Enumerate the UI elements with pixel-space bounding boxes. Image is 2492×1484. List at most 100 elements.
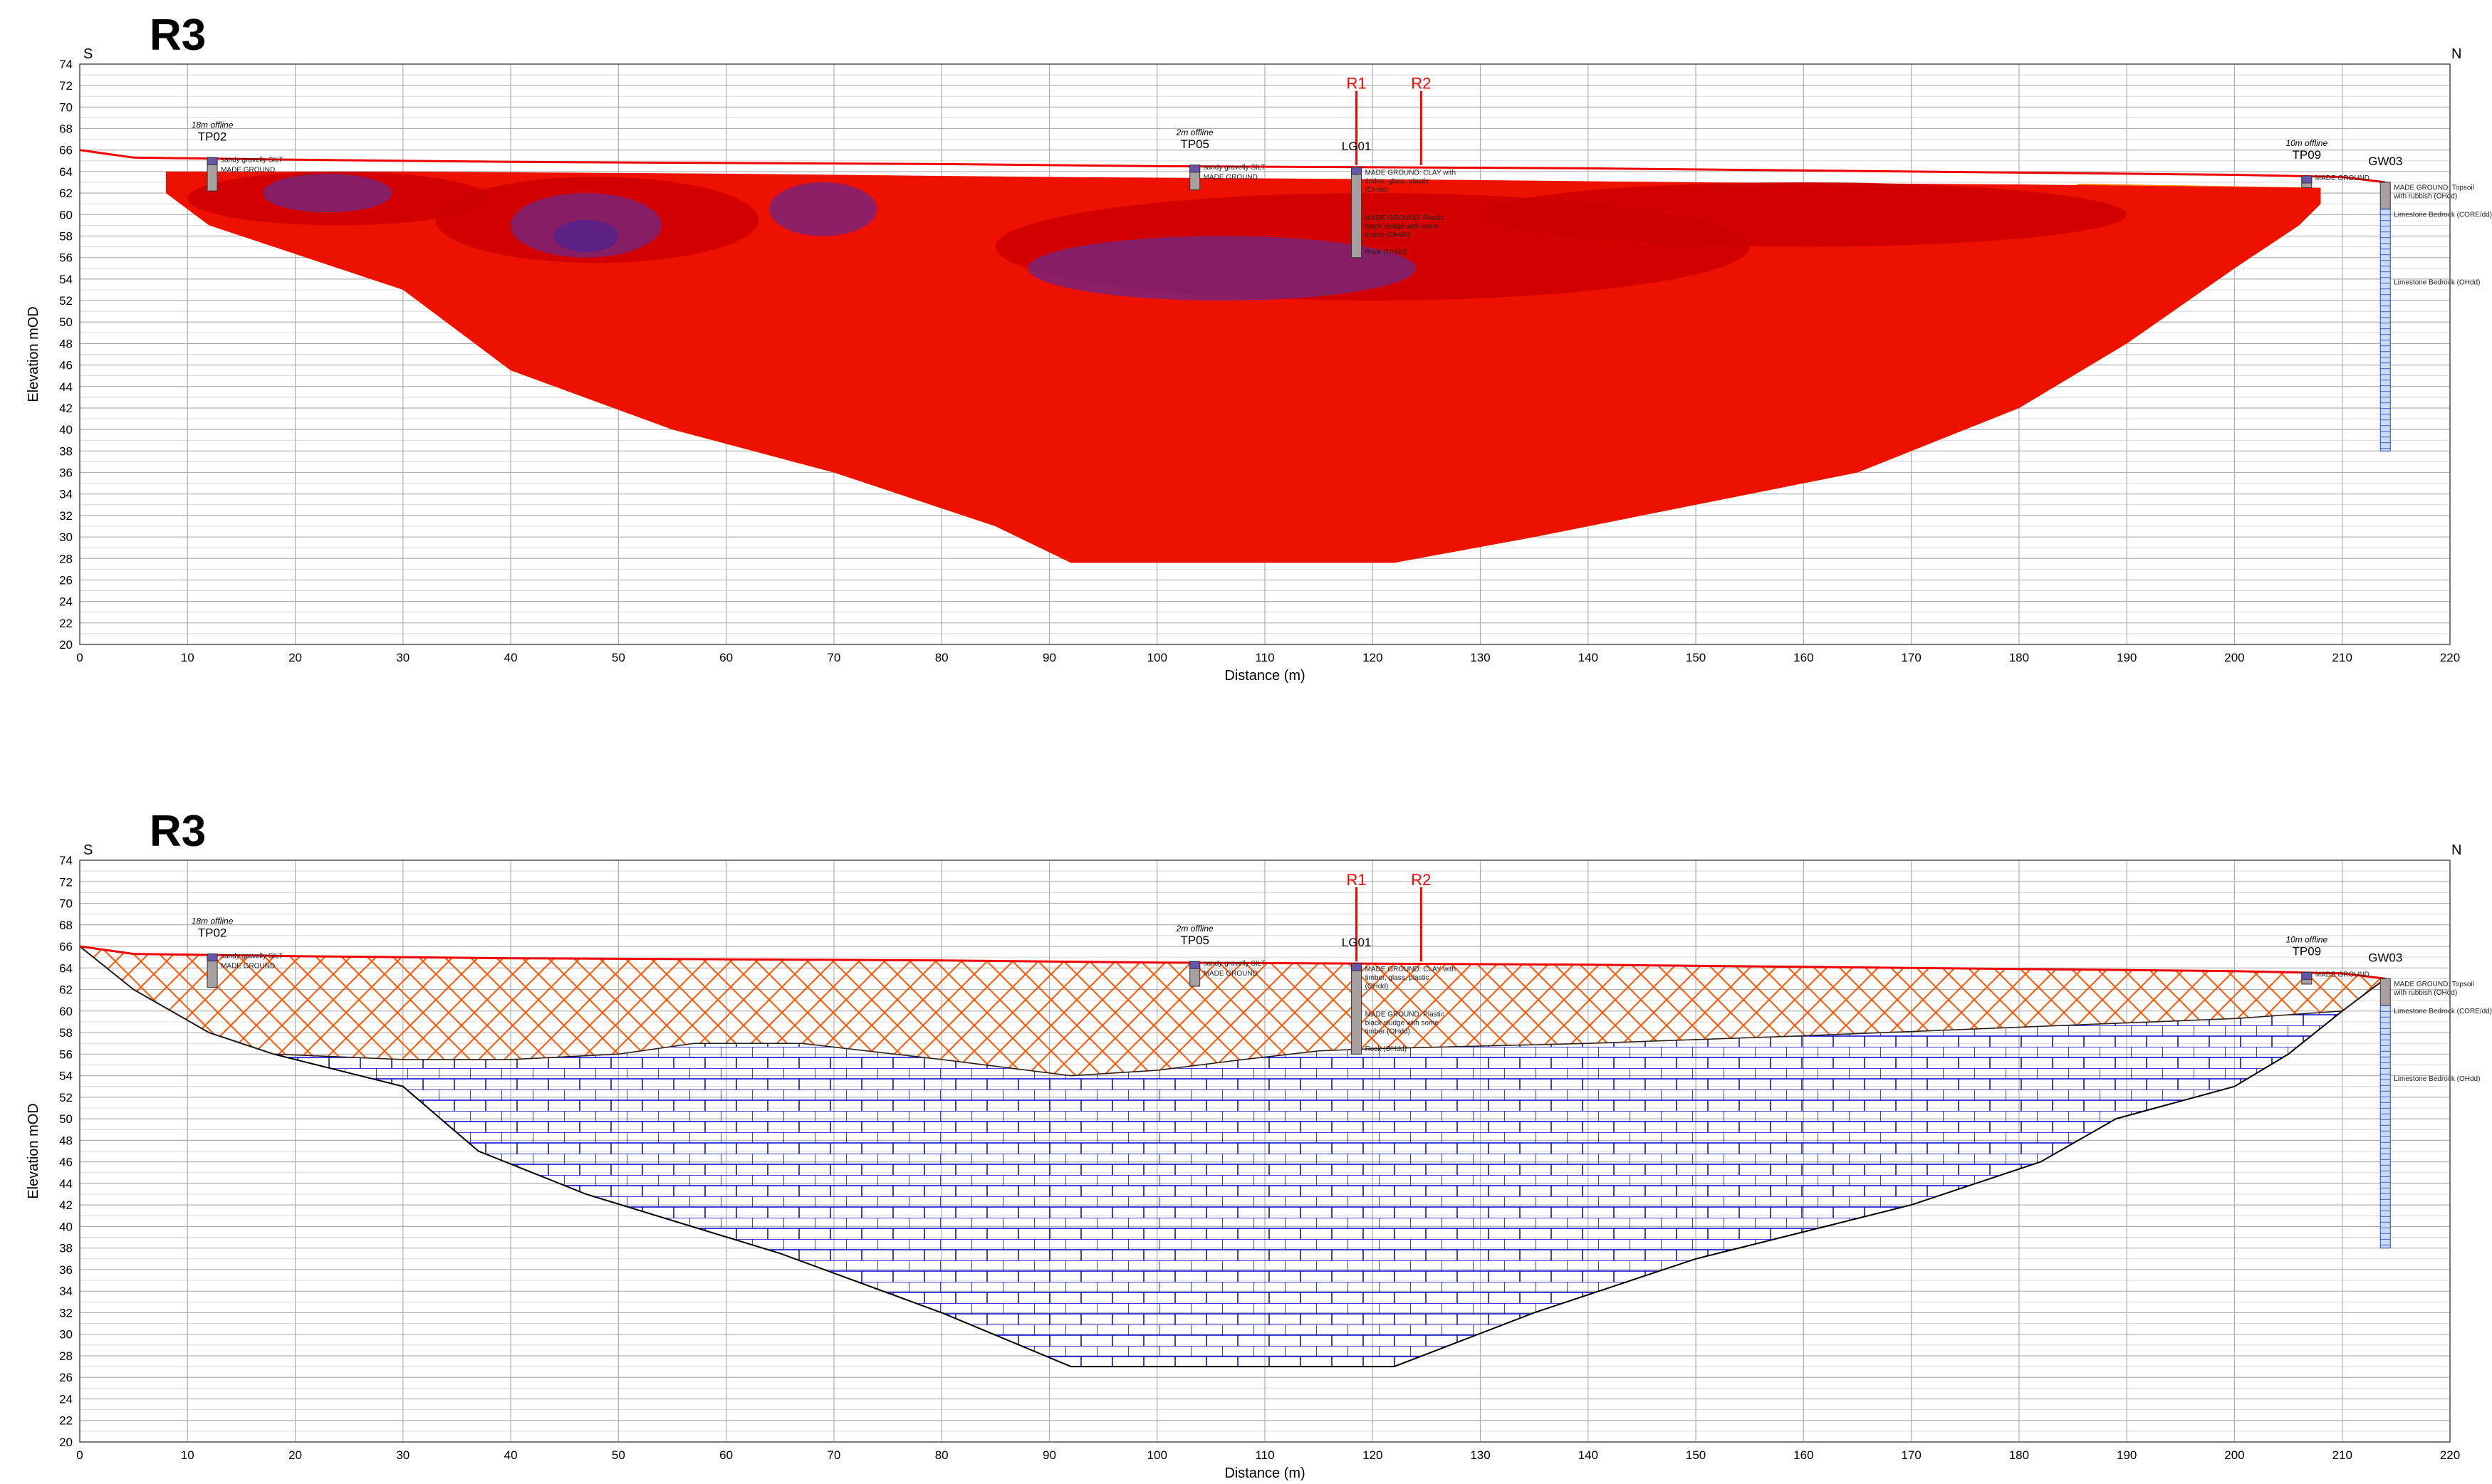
y-axis-label: Elevation mOD: [26, 1103, 41, 1199]
borehole-stratum-label: timber, glass, plastic: [1365, 974, 1429, 982]
x-tick-label: 0: [76, 1448, 83, 1462]
borehole-stratum-label: timber, glass, plastic: [1365, 177, 1429, 185]
borehole-stratum-label: sandy gravelly SILT: [1204, 960, 1266, 968]
y-tick-label: 56: [59, 1047, 73, 1061]
y-tick-label: 44: [59, 380, 73, 394]
y-tick-label: 24: [59, 595, 73, 609]
y-tick-label: 54: [59, 1070, 73, 1083]
profile-label-r2: R2: [1411, 871, 1431, 889]
y-tick-label: 20: [59, 1436, 73, 1449]
borehole-log-bedrock: [2379, 1005, 2391, 1249]
y-tick-label: 52: [59, 1091, 73, 1104]
x-tick-label: 10: [181, 1448, 194, 1462]
borehole-stratum-label: Limestone Bedrock (OHdd): [2394, 1075, 2480, 1083]
borehole-stratum-label: MADE GROUND: CLAY with: [1365, 966, 1456, 973]
x-tick-label: 170: [1901, 651, 1921, 664]
x-tick-label: 210: [2332, 1448, 2352, 1462]
x-tick-label: 70: [827, 651, 840, 664]
y-tick-label: 54: [59, 273, 73, 286]
bedrock-area: [80, 946, 2386, 1367]
x-tick-label: 170: [1901, 1448, 1921, 1462]
y-tick-label: 40: [59, 423, 73, 437]
profile-label-r2: R2: [1411, 75, 1431, 93]
y-tick-label: 56: [59, 251, 73, 265]
y-tick-label: 58: [59, 229, 73, 243]
y-tick-label: 60: [59, 208, 73, 221]
orientation-right: N: [2451, 46, 2461, 62]
x-tick-label: 200: [2224, 1448, 2244, 1462]
borehole-log-made-ground: [2379, 182, 2391, 210]
x-tick-label: 220: [2440, 651, 2460, 664]
y-tick-label: 30: [59, 531, 73, 544]
y-tick-label: 46: [59, 1156, 73, 1169]
borehole-log-top: [1189, 961, 1201, 969]
y-tick-label: 28: [59, 552, 73, 565]
x-tick-label: 110: [1255, 651, 1274, 664]
y-tick-label: 24: [59, 1392, 73, 1406]
borehole-stratum-label: sandy gravelly SILT: [221, 156, 283, 164]
y-tick-label: 64: [59, 165, 73, 179]
y-tick-label: 66: [59, 940, 73, 953]
interpretation-section: [79, 946, 2386, 1368]
borehole-stratum-label: sandy gravelly SILT: [1204, 164, 1266, 172]
borehole-log-top: [207, 953, 218, 962]
borehole-name: TP09: [2292, 944, 2321, 958]
borehole-name: TP02: [198, 926, 227, 940]
borehole-name: TP09: [2292, 148, 2321, 162]
borehole-stratum-label: MADE GROUND: [2315, 174, 2370, 182]
x-tick-label: 150: [1686, 651, 1706, 664]
borehole-stratum-label: MADE GROUND: Plastic: [1365, 1010, 1444, 1018]
x-tick-label: 160: [1793, 651, 1813, 664]
y-tick-label: 20: [59, 638, 73, 652]
borehole-log-top: [2301, 971, 2313, 980]
y-tick-label: 32: [59, 509, 73, 523]
y-tick-label: 72: [59, 875, 73, 889]
x-tick-label: 10: [181, 651, 194, 664]
borehole-name: TP05: [1180, 934, 1209, 947]
y-tick-label: 70: [59, 897, 73, 911]
y-tick-label: 34: [59, 488, 73, 501]
borehole-name: LG01: [1342, 936, 1372, 949]
x-tick-label: 50: [612, 1448, 625, 1462]
y-tick-label: 22: [59, 617, 73, 630]
borehole-stratum-label: Rock (OHdd): [1365, 1045, 1407, 1053]
borehole-offline-note: 18m offline: [192, 120, 234, 130]
y-tick-label: 52: [59, 294, 73, 308]
x-tick-label: 90: [1043, 651, 1056, 664]
y-tick-label: 32: [59, 1306, 73, 1320]
borehole-stratum-label: with rubbish (OHdd): [2393, 193, 2457, 201]
borehole-stratum-label: MADE GROUND: Plastic: [1365, 214, 1444, 222]
borehole-log-top: [1351, 167, 1362, 175]
borehole-name: GW03: [2368, 155, 2402, 168]
borehole-stratum-label: Limestone Bedrock (CORE/dd): [2394, 211, 2492, 219]
x-tick-label: 220: [2440, 1448, 2460, 1462]
borehole-log-bedrock: [2379, 209, 2391, 451]
y-tick-label: 68: [59, 919, 73, 932]
borehole-stratum-label: Limestone Bedrock (CORE/dd): [2394, 1008, 2492, 1015]
orientation-left: S: [83, 46, 93, 62]
borehole-stratum-label: timber (OHdd): [1365, 1028, 1410, 1035]
plot-frame: [79, 63, 2451, 645]
x-tick-label: 80: [935, 651, 949, 664]
resistivity-patch-7: [769, 182, 877, 236]
y-tick-label: 58: [59, 1026, 73, 1040]
borehole-log-top: [1351, 963, 1362, 971]
x-tick-label: 120: [1362, 651, 1382, 664]
borehole-stratum-label: MADE GROUND: [2315, 971, 2370, 978]
y-tick-label: 46: [59, 359, 73, 372]
resistivity-patch-4: [1480, 182, 2127, 247]
borehole-stratum-label: MADE GROUND: [1204, 174, 1258, 182]
borehole-offline-note: 2m offline: [1176, 127, 1214, 137]
x-tick-label: 130: [1470, 1448, 1490, 1462]
borehole-log-top: [2301, 175, 2313, 184]
borehole-log-top: [1189, 164, 1201, 173]
x-tick-label: 160: [1793, 1448, 1813, 1462]
